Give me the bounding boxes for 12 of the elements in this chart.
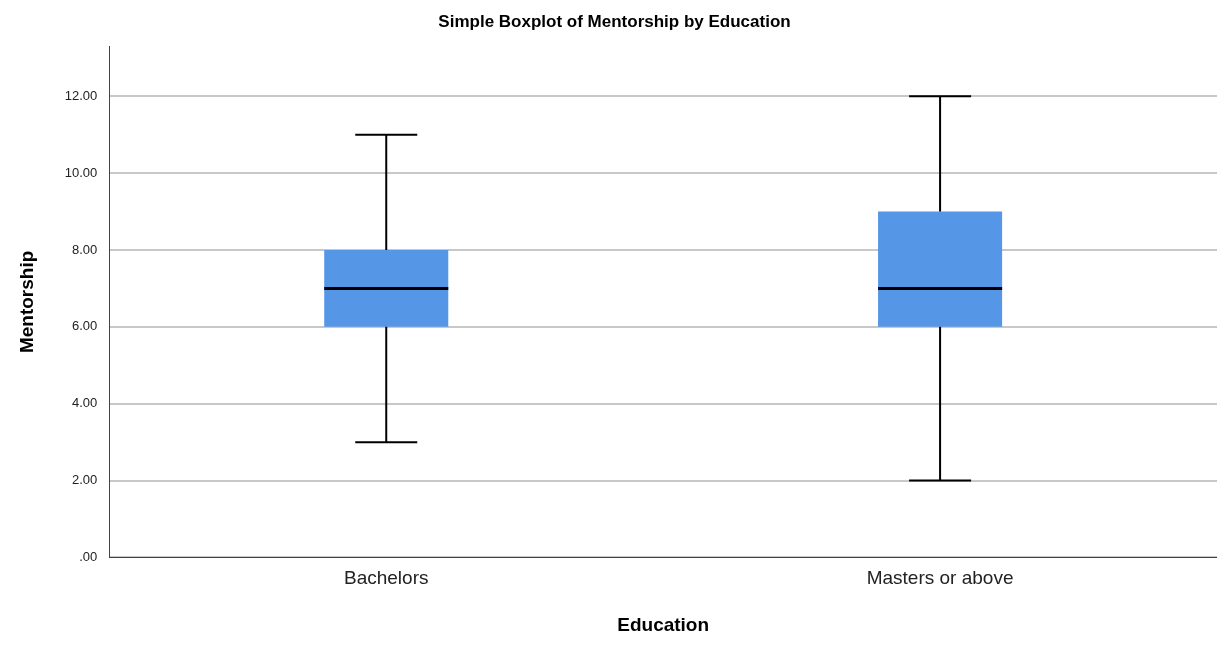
y-tick-label: 10.00: [64, 164, 98, 180]
chart-title: Simple Boxplot of Mentorship by Education: [438, 11, 791, 31]
y-tick-label: 8.00: [72, 241, 98, 257]
y-axis-title: Mentorship: [15, 250, 37, 354]
x-axis-title: Education: [617, 613, 710, 635]
y-tick-label: 4.00: [72, 395, 98, 411]
x-tick-label: Bachelors: [344, 567, 429, 589]
y-tick-label: 2.00: [72, 472, 98, 488]
x-tick-label: Masters or above: [866, 567, 1014, 589]
y-tick-label: 6.00: [72, 318, 98, 334]
y-tick-label: 12.00: [64, 87, 98, 103]
y-tick-label: .00: [79, 548, 98, 564]
